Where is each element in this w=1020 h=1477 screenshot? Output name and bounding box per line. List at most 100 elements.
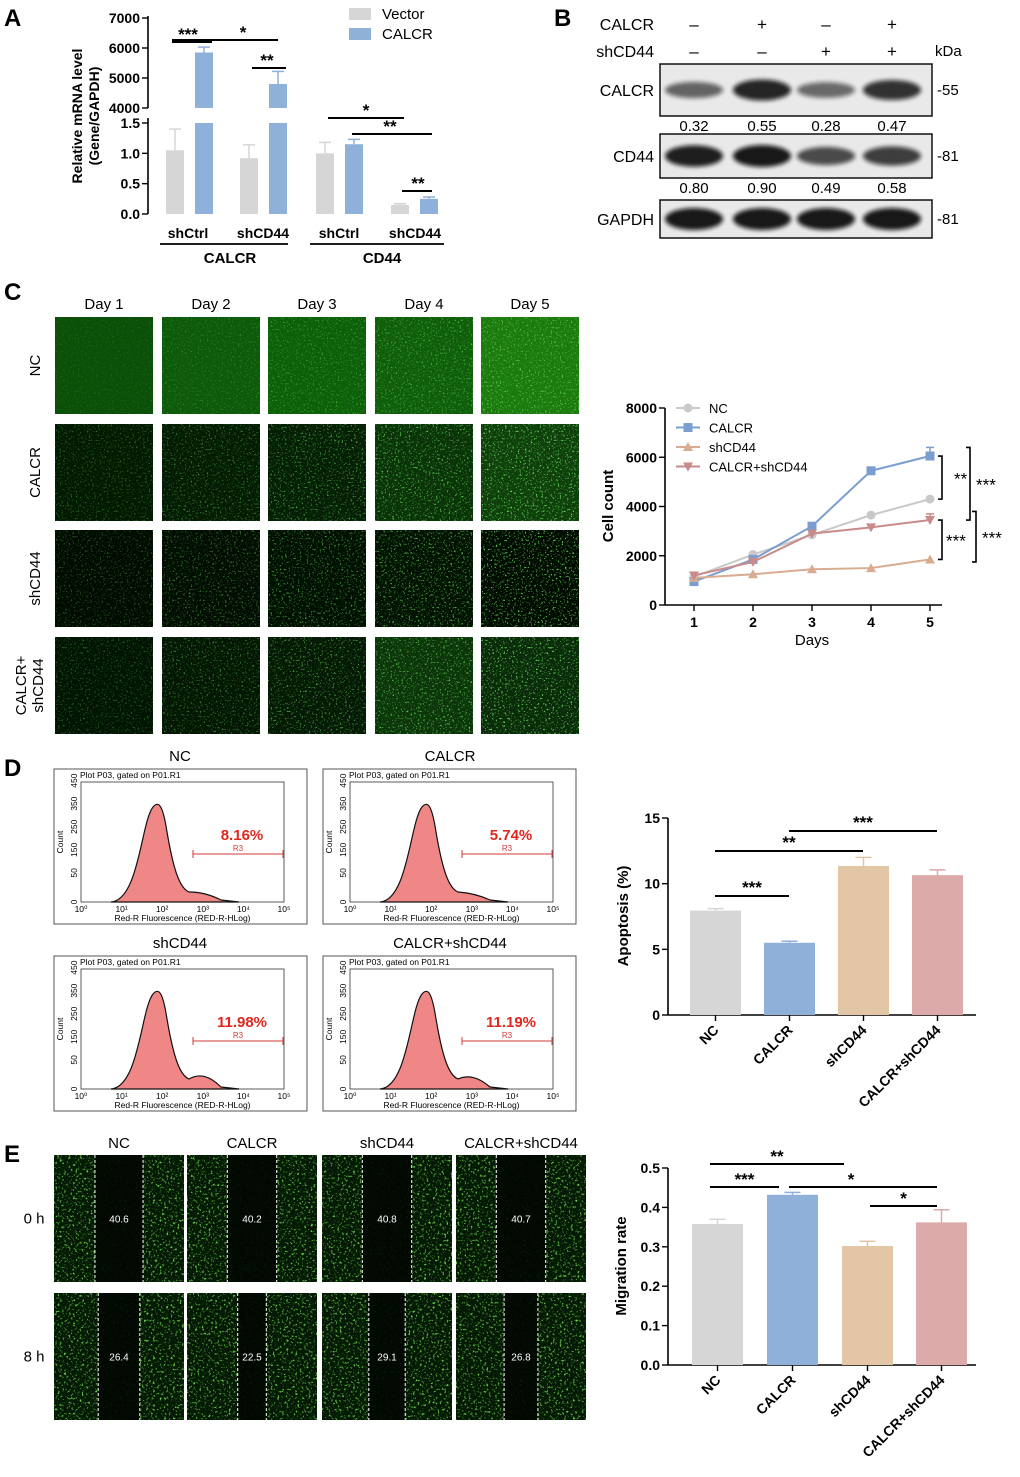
fluorescence-cells [268,424,366,521]
kda-label: kDa [935,43,962,60]
x-category-label: NC [696,1022,722,1048]
data-point [689,571,699,581]
data-point [925,494,935,504]
data-point [807,529,817,539]
significance-label: * [240,23,247,42]
bar-calcr [345,144,363,214]
bar-calcr [195,123,213,214]
bar [764,942,815,1015]
wound-width: 40.8 [377,1215,397,1226]
bar [842,1246,893,1365]
bar-calcr [269,123,287,214]
y-axis-title: Relative mRNA level(Gene/GAPDH) [69,49,102,184]
flow-plot-header: Plot P03, gated on P01.R1 [80,957,181,967]
day-label: Day 4 [404,296,443,313]
panel-letter-d: D [4,755,21,782]
fluorescence-cells [162,637,260,734]
significance-label: * [900,1189,907,1208]
flow-y-title: Count [55,830,65,853]
flow-x-tick: 10³ [197,1091,209,1101]
y-axis-title: Apoptosis (%) [615,866,632,967]
apoptosis-percent: 11.19% [486,1014,536,1031]
flow-histogram [110,803,240,903]
bar-calcr [195,52,213,108]
legend-label: CALCR [709,421,753,436]
flow-y-tick: 450 [69,773,79,787]
bar-calcr [269,84,287,108]
bar-calcr [420,198,438,214]
bar-vector [240,158,258,214]
y-tick-label: 8000 [626,400,657,416]
row-label-line: shCD44 [27,551,44,605]
flow-x-tick: 10⁴ [506,904,519,914]
legend-marker [683,423,693,432]
panel-c-fluorescence-grid: Day 1 Day 2 Day 3 Day 4 Day 5NCCALCRshCD44CA… [13,296,579,734]
group-label-calcr: CALCR [204,250,257,267]
significance-label: *** [178,25,198,44]
wound-gap [368,1293,406,1420]
fluorescence-cells [55,424,153,521]
fluorescence-cells [481,317,579,414]
y-tick-label: 0 [649,597,657,613]
group-label-cd44: CD44 [363,250,402,267]
fluorescence-cells [162,530,260,627]
blot-band [863,80,921,100]
panel-d-apoptosis-chart: 0 5 10 15 Apoptosis (%) NC CALCR shCD44CALCR+sh… [615,810,976,1110]
blot-marker: -81 [937,211,959,228]
blot-label: CD44 [613,149,654,166]
data-point [807,521,817,531]
wound-width: 26.4 [109,1353,129,1364]
row-label: shCD44 [27,551,44,605]
row-label-line: NC [27,355,44,377]
panel-d-flow-histograms: NC Plot P03, gated on P01.R1 0 50 150 250 350 4… [53,748,577,1112]
y-tick-label: 4000 [626,499,657,515]
flow-x-tick: 10⁴ [506,1091,519,1101]
flow-y-title: Count [55,1017,65,1040]
day-label: Day 2 [191,296,230,313]
flow-plot-header: Plot P03, gated on P01.R1 [349,957,450,967]
significance-label: * [848,1170,855,1189]
day-label: Day 1 [84,296,123,313]
wound-width: 29.1 [377,1353,397,1364]
flow-y-tick: 0 [69,899,79,904]
fluorescence-cells [375,317,473,414]
fluorescence-cells [375,637,473,734]
legend-swatch [349,28,371,40]
flow-x-tick: 10⁵ [278,1091,291,1101]
flow-x-tick: 10² [425,1091,437,1101]
y-tick-label: 5 [652,941,660,957]
blot-band [797,146,855,166]
x-category-label: shCD44 [821,1022,869,1070]
legend-label: CALCR+shCD44 [709,460,808,475]
flow-y-tick: 250 [69,1006,79,1020]
flow-plot-header: Plot P03, gated on P01.R1 [349,770,450,780]
y-tick-label: 0.2 [641,1278,661,1294]
flow-y-tick: 250 [338,819,348,833]
fluorescence-cells [268,530,366,627]
y-axis-title-line: Relative mRNA level [69,49,85,184]
flow-y-tick: 50 [69,868,79,878]
wound-width: 40.6 [109,1215,129,1226]
bar-vector [391,204,409,214]
significance-bracket [966,446,971,521]
y-tick-label: 0.1 [641,1318,661,1334]
flow-title: shCD44 [153,935,207,952]
significance-label: ** [383,117,397,136]
flow-y-tick: 50 [338,1055,348,1065]
blot-quant: 0.49 [811,180,840,197]
flow-x-tick: 10¹ [384,904,396,914]
blot-band [863,208,921,230]
flow-histogram [379,803,509,903]
significance-label: *** [982,529,1002,548]
flow-y-tick: 0 [69,1086,79,1091]
shcd44-sign: – [757,42,767,61]
day-label: Day 3 [297,296,336,313]
fluorescence-cells [481,424,579,521]
flow-x-tick: 10³ [466,1091,478,1101]
y-tick-label: 0.4 [641,1199,661,1215]
wound-gap [94,1155,144,1282]
flow-x-title: Red-R Fluorescence (RED-R-HLog) [114,1100,250,1110]
significance-label: ** [770,1147,784,1166]
flow-x-tick: 10¹ [115,1091,127,1101]
bar-vector [316,153,334,214]
